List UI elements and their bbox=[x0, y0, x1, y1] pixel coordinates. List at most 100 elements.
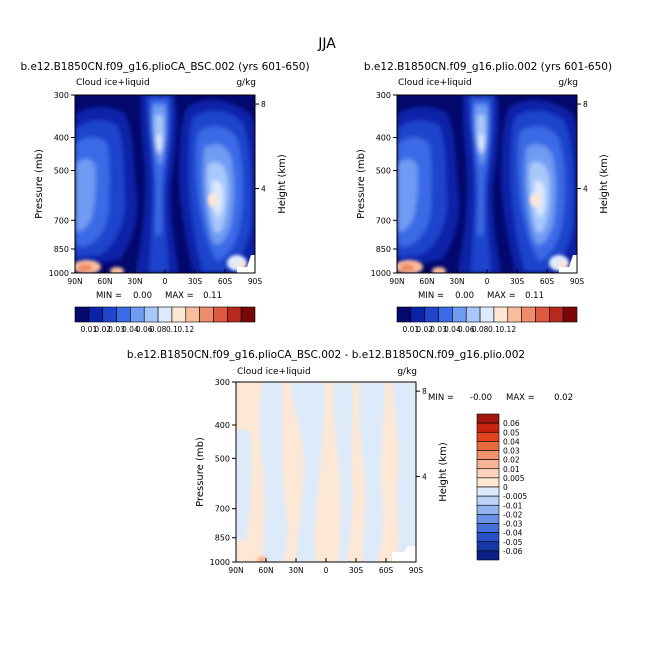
colorbar-swatch bbox=[476, 486, 500, 497]
y-tick-label: 1000 bbox=[210, 558, 230, 567]
height-tick-label: 8 bbox=[583, 100, 588, 109]
colorbar-label: 0.06 bbox=[136, 325, 153, 334]
min-value: -0.00 bbox=[470, 393, 492, 403]
x-tick-label: 90N bbox=[67, 277, 82, 286]
max-label: MAX = bbox=[487, 291, 516, 301]
colorbar-swatch bbox=[507, 306, 522, 323]
colorbar-label: 0.04 bbox=[122, 325, 139, 334]
y-tick-label: 1000 bbox=[371, 269, 391, 278]
colorbar-label: -0.05 bbox=[503, 538, 523, 547]
y-tick-label: 300 bbox=[376, 91, 391, 100]
height-tick-label: 4 bbox=[583, 185, 588, 194]
x-tick-label: 30S bbox=[188, 277, 203, 286]
colorbar-label: 0.08 bbox=[472, 325, 489, 334]
colorbar-swatch bbox=[438, 306, 453, 323]
colorbar-swatch bbox=[535, 306, 550, 323]
colorbar-swatch bbox=[476, 468, 500, 479]
colorbar-swatch bbox=[143, 306, 159, 323]
y-tick-label: 400 bbox=[376, 134, 391, 143]
y-tick-label: 500 bbox=[54, 167, 69, 176]
colorbar-label: 0.01 bbox=[80, 325, 97, 334]
x-tick-label: 60S bbox=[218, 277, 233, 286]
colorbar-swatch bbox=[476, 541, 500, 552]
colorbar-swatch bbox=[476, 504, 500, 515]
x-tick-label: 60S bbox=[379, 566, 394, 575]
x-tick-label: 90S bbox=[248, 277, 263, 286]
colorbar-swatch bbox=[476, 550, 500, 561]
x-tick-label: 30N bbox=[288, 566, 303, 575]
season-title: JJA bbox=[317, 36, 336, 52]
min-label: MIN = bbox=[96, 291, 122, 301]
colorbar-label: -0.01 bbox=[503, 501, 523, 510]
y-tick-label: 500 bbox=[376, 167, 391, 176]
colorbar-swatch bbox=[116, 306, 131, 323]
colorbar-swatch bbox=[424, 306, 439, 323]
colorbar-label: -0.04 bbox=[503, 529, 523, 538]
colorbar-label: -0.06 bbox=[503, 547, 523, 556]
colorbar-label: 0.005 bbox=[503, 474, 525, 483]
colorbar-label: 0 bbox=[503, 483, 508, 492]
y-axis-label: Pressure (mb) bbox=[34, 149, 45, 219]
max-label: MAX = bbox=[506, 393, 535, 403]
units-label: g/kg bbox=[558, 78, 578, 88]
colorbar-label: 0.05 bbox=[503, 428, 520, 437]
min-label: MIN = bbox=[418, 291, 444, 301]
right-axis-label: Height (km) bbox=[277, 154, 288, 214]
colorbar-label: 0.03 bbox=[108, 325, 125, 334]
right-axis-label: Height (km) bbox=[599, 154, 610, 214]
min-label: MIN = bbox=[428, 393, 454, 403]
y-tick-label: 400 bbox=[215, 421, 230, 430]
height-tick-label: 8 bbox=[261, 100, 266, 109]
panel-difference: b.e12.B1850CN.f09_g16.plioCA_BSC.002 - b… bbox=[127, 349, 573, 575]
units-label: g/kg bbox=[397, 367, 417, 377]
colorbar-swatch bbox=[465, 306, 481, 323]
colorbar-swatch bbox=[157, 306, 173, 323]
x-tick-label: 0 bbox=[324, 566, 329, 575]
min-value: 0.00 bbox=[455, 291, 474, 301]
y-tick-label: 500 bbox=[215, 454, 230, 463]
colorbar-label: 0.04 bbox=[444, 325, 461, 334]
colorbar-swatch bbox=[476, 532, 500, 543]
colorbar-swatch bbox=[213, 306, 228, 323]
variable-label: Cloud ice+liquid bbox=[237, 367, 311, 377]
right-axis-label: Height (km) bbox=[438, 442, 449, 502]
colorbar-swatch bbox=[479, 306, 495, 323]
max-value: 0.11 bbox=[525, 291, 544, 301]
units-label: g/kg bbox=[236, 78, 256, 88]
colorbar-label: -0.005 bbox=[503, 492, 527, 501]
y-tick-label: 700 bbox=[376, 216, 391, 225]
panel-title: b.e12.B1850CN.f09_g16.plio.002 (yrs 601-… bbox=[364, 61, 612, 73]
colorbar-label: -0.02 bbox=[503, 510, 523, 519]
panel-plio: b.e12.B1850CN.f09_g16.plio.002 (yrs 601-… bbox=[356, 61, 612, 334]
colorbar-swatch bbox=[476, 514, 500, 524]
colorbar-swatch bbox=[410, 306, 425, 323]
x-tick-label: 0 bbox=[485, 277, 490, 286]
colorbar-label: 0.02 bbox=[94, 325, 111, 334]
colorbar-swatch bbox=[240, 306, 256, 323]
panel-title: b.e12.B1850CN.f09_g16.plioCA_BSC.002 - b… bbox=[127, 349, 525, 361]
y-axis-label: Pressure (mb) bbox=[356, 149, 367, 219]
colorbar-swatch bbox=[476, 495, 500, 506]
colorbar-swatch bbox=[171, 306, 187, 323]
colorbar-swatch bbox=[476, 431, 500, 442]
panel-title: b.e12.B1850CN.f09_g16.plioCA_BSC.002 (yr… bbox=[20, 61, 309, 73]
x-tick-label: 90S bbox=[409, 566, 424, 575]
panel-plioCA: b.e12.B1850CN.f09_g16.plioCA_BSC.002 (yr… bbox=[20, 61, 309, 334]
colorbar-swatch bbox=[562, 306, 578, 323]
colorbar-label: 0.1 bbox=[166, 325, 178, 334]
colorbar-label: 0.12 bbox=[499, 325, 516, 334]
x-tick-label: 30N bbox=[449, 277, 464, 286]
colorbar-label: 0.08 bbox=[150, 325, 167, 334]
variable-label: Cloud ice+liquid bbox=[76, 78, 150, 88]
max-value: 0.11 bbox=[203, 291, 222, 301]
y-axis-label: Pressure (mb) bbox=[195, 437, 206, 507]
colorbar-swatch bbox=[476, 477, 500, 488]
contour-field bbox=[395, 95, 577, 275]
y-tick-label: 850 bbox=[376, 245, 391, 254]
y-tick-label: 850 bbox=[215, 534, 230, 543]
colorbar-swatch bbox=[227, 306, 242, 323]
max-label: MAX = bbox=[165, 291, 194, 301]
y-tick-label: 850 bbox=[54, 245, 69, 254]
y-tick-label: 700 bbox=[54, 216, 69, 225]
